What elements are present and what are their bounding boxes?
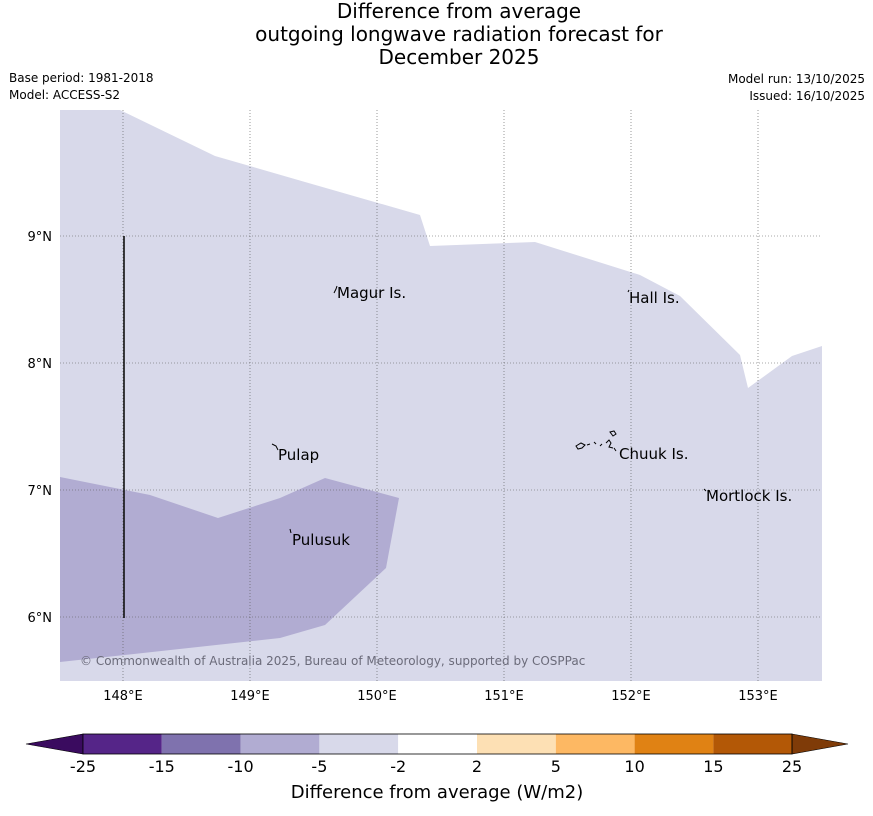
colorbar-bin-10-to-15 — [634, 734, 714, 754]
model-run: Model run: 13/10/2025 — [727, 72, 865, 86]
place-label-pulusuk: Pulusuk — [292, 531, 350, 549]
colorbar-label-25: 25 — [782, 757, 802, 776]
lat-tick-8n: 8°N — [28, 357, 53, 372]
lon-tick-153e: 153°E — [738, 689, 778, 704]
colorbar-label-minus5: -5 — [311, 757, 327, 776]
colorbar-bin-minus5-to-minus2 — [319, 734, 399, 754]
colorbar-bin-15-to-25 — [713, 734, 793, 754]
colorbar-bin-5-to-10 — [555, 734, 635, 754]
hall-island-shape — [627, 289, 630, 293]
title-line-3: December 2025 — [378, 45, 540, 69]
lon-tick-151e: 151°E — [484, 689, 524, 704]
colorbar-bin-minus15-to-minus10 — [161, 734, 241, 754]
lon-tick-152e: 152°E — [611, 689, 651, 704]
chuuk-lagoon-shape — [575, 430, 617, 452]
lat-tick-6n: 6°N — [28, 611, 53, 626]
lon-tick-148e: 148°E — [103, 689, 143, 704]
colorbar-label-10: 10 — [624, 757, 644, 776]
place-label-magur: Magur Is. — [337, 284, 406, 302]
place-label-hall: Hall Is. — [629, 289, 680, 307]
place-label-pulap: Pulap — [278, 446, 319, 464]
colorbar-label-minus2: -2 — [390, 757, 406, 776]
copyright-notice: © Commonwealth of Australia 2025, Bureau… — [80, 654, 585, 668]
colorbar-label-minus15: -15 — [149, 757, 175, 776]
title-line-2: outgoing longwave radiation forecast for — [255, 22, 663, 46]
place-label-chuuk: Chuuk Is. — [619, 445, 688, 463]
colorbar-label-5: 5 — [551, 757, 561, 776]
title-line-1: Difference from average — [336, 0, 582, 23]
colorbar: -25 -15 -10 -5 -2 2 5 10 15 25 Differenc… — [25, 733, 849, 803]
lon-tick-149e: 149°E — [230, 689, 270, 704]
lon-tick-150e: 150°E — [357, 689, 397, 704]
colorbar-extend-high — [791, 733, 849, 755]
colorbar-title: Difference from average (W/m2) — [291, 782, 583, 803]
colorbar-label-minus25: -25 — [70, 757, 96, 776]
colorbar-label-15: 15 — [703, 757, 723, 776]
colorbar-bin-2-to-5 — [477, 734, 556, 754]
lat-tick-7n: 7°N — [28, 484, 53, 499]
colorbar-bin-minus10-to-minus5 — [240, 734, 320, 754]
meta-left: Base period: 1981-2018 Model: ACCESS-S2 — [9, 70, 154, 104]
colorbar-outline — [82, 733, 793, 755]
mortlock-island-shape — [703, 488, 707, 492]
meta-right: Model run: 13/10/2025 Issued: 16/10/2025 — [728, 71, 865, 105]
model-name: Model: ACCESS-S2 — [9, 88, 121, 102]
colorbar-bin-minus2-to-2 — [398, 734, 477, 754]
colorbar-extend-low — [25, 733, 84, 755]
colorbar-label-2: 2 — [472, 757, 482, 776]
region-minus10-to-minus5 — [60, 477, 399, 662]
island-marks — [271, 285, 707, 534]
pulusuk-island-shape — [289, 528, 292, 534]
issued-date: Issued: 16/10/2025 — [749, 89, 865, 103]
place-label-mortlock: Mortlock Is. — [706, 487, 792, 505]
magur-island-shape — [333, 285, 338, 294]
gridlines — [60, 110, 822, 681]
map-title: Difference from average outgoing longwav… — [0, 0, 873, 69]
lat-tick-9n: 9°N — [28, 230, 53, 245]
base-period: Base period: 1981-2018 — [9, 71, 154, 85]
colorbar-bin-minus25-to-minus15 — [83, 734, 162, 754]
colorbar-label-minus10: -10 — [228, 757, 254, 776]
pulap-island-shape — [271, 443, 279, 451]
